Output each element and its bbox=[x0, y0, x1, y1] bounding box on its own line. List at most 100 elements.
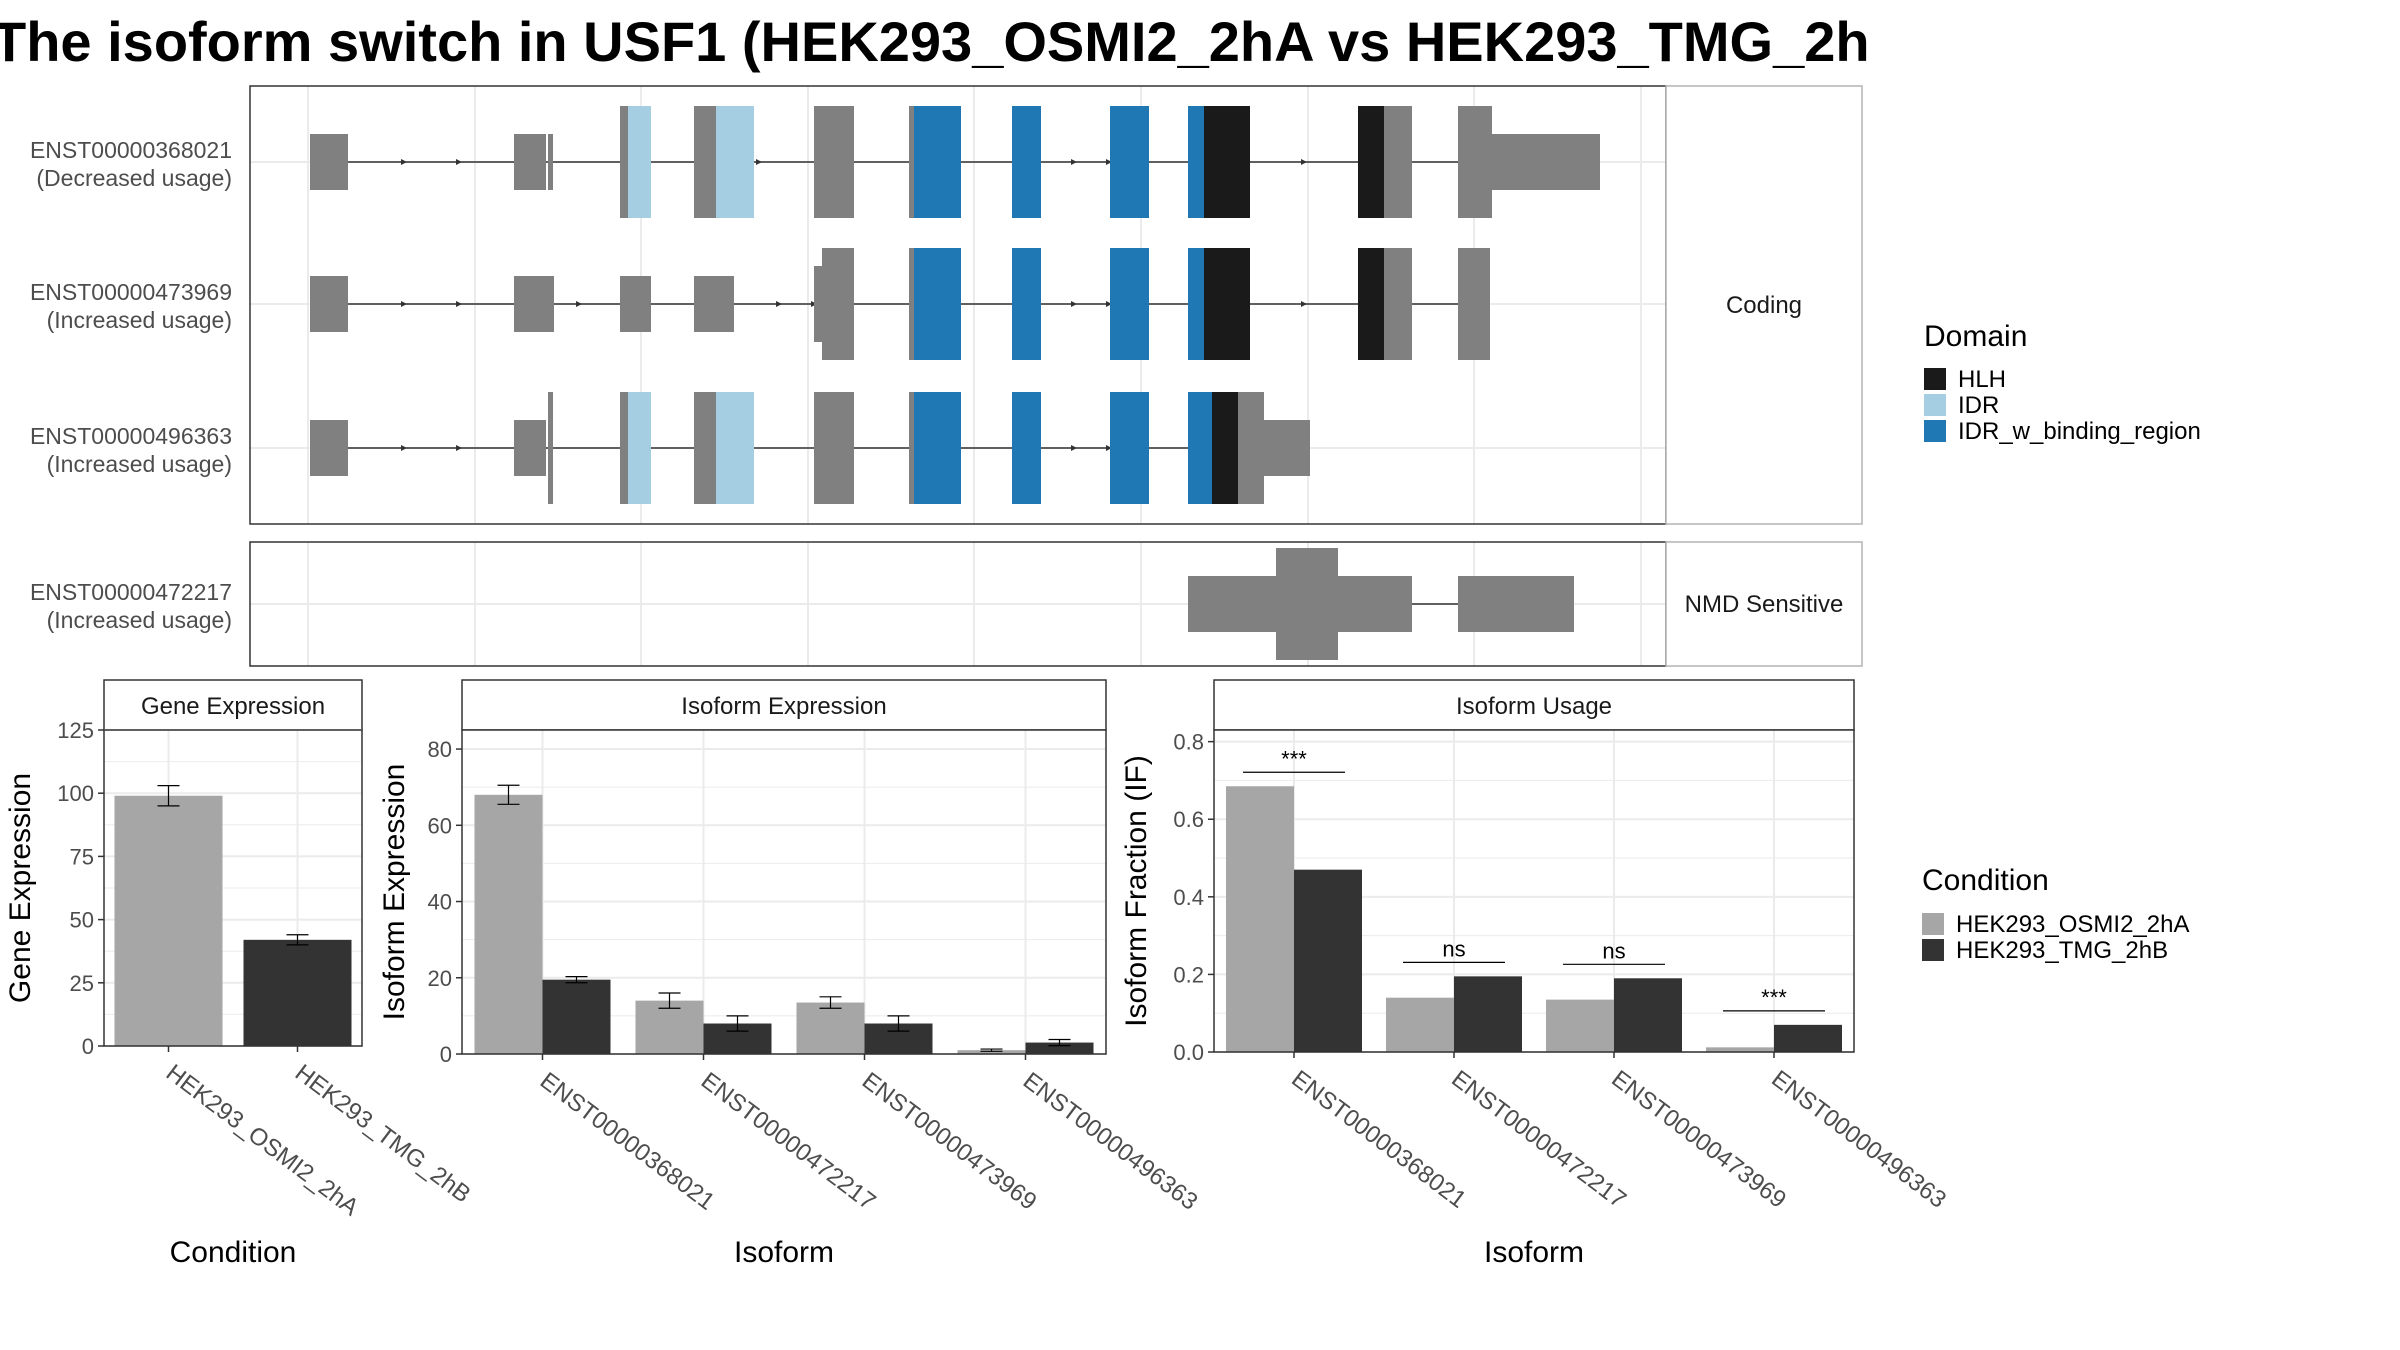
facet-label: NMD Sensitive bbox=[1685, 591, 1844, 618]
panel-title: Isoform Expression bbox=[681, 693, 886, 720]
domain-legend-swatch bbox=[1924, 420, 1946, 442]
x-tick-label: ENST00000472217 bbox=[1446, 1065, 1631, 1213]
bar bbox=[1546, 999, 1614, 1052]
domain-legend-swatch bbox=[1924, 394, 1946, 416]
exon-block bbox=[914, 248, 961, 360]
condition-legend-label: HEK293_TMG_2hB bbox=[1956, 937, 2168, 964]
exon-block bbox=[909, 392, 914, 504]
bar bbox=[542, 979, 611, 1054]
domain-legend-title: Domain bbox=[1924, 320, 2027, 353]
exon-block bbox=[620, 106, 628, 218]
facet-strip bbox=[1665, 85, 1863, 525]
facet-label: Coding bbox=[1726, 292, 1802, 319]
bar bbox=[1454, 976, 1522, 1052]
exon-block bbox=[1188, 248, 1204, 360]
exon-block bbox=[814, 392, 854, 504]
strand-arrow bbox=[756, 159, 762, 165]
exon-block bbox=[514, 134, 546, 190]
y-axis-title: Isoform Expression bbox=[378, 764, 411, 1021]
transcript-usage-label: (Increased usage) bbox=[47, 307, 232, 333]
x-axis-title: Isoform bbox=[734, 1236, 834, 1269]
bar bbox=[1386, 997, 1454, 1052]
exon-block bbox=[1188, 392, 1212, 504]
domain-legend-label: HLH bbox=[1958, 366, 2006, 393]
y-tick-label: 20 bbox=[428, 966, 452, 991]
exon-block bbox=[1384, 248, 1412, 360]
exon-block bbox=[1204, 248, 1250, 360]
exon-block bbox=[1012, 392, 1041, 504]
x-tick-label: ENST00000473969 bbox=[1606, 1065, 1791, 1213]
x-axis-title: Isoform bbox=[1484, 1236, 1584, 1269]
strand-arrow bbox=[1301, 301, 1307, 307]
transcript-id-label: ENST00000473969 bbox=[30, 279, 232, 305]
strand-arrow bbox=[1071, 445, 1077, 451]
exon-block bbox=[310, 420, 348, 476]
y-tick-label: 80 bbox=[428, 737, 452, 762]
strand-arrow bbox=[401, 301, 407, 307]
panel-strip bbox=[1213, 679, 1855, 731]
panel-border bbox=[1213, 729, 1855, 1053]
transcript-usage-label: (Decreased usage) bbox=[36, 165, 232, 191]
exon-block bbox=[1012, 106, 1041, 218]
exon-block bbox=[822, 248, 854, 360]
transcript-usage-label: (Increased usage) bbox=[47, 607, 232, 633]
exon-block bbox=[1458, 576, 1574, 632]
y-tick-label: 0 bbox=[440, 1042, 452, 1067]
exon-block bbox=[1188, 106, 1204, 218]
bar bbox=[1774, 1024, 1842, 1052]
exon-block bbox=[628, 392, 651, 504]
exon-block bbox=[716, 106, 754, 218]
exon-block bbox=[1492, 134, 1600, 190]
transcript-id-label: ENST00000472217 bbox=[30, 579, 232, 605]
condition-legend-title: Condition bbox=[1922, 864, 2049, 897]
y-tick-label: 100 bbox=[57, 781, 94, 806]
strand-arrow bbox=[456, 159, 462, 165]
bar bbox=[1294, 869, 1362, 1052]
bar bbox=[1706, 1047, 1774, 1052]
y-tick-label: 0.4 bbox=[1173, 885, 1204, 910]
exon-block bbox=[310, 134, 348, 190]
exon-block bbox=[914, 392, 961, 504]
exon-block bbox=[548, 134, 553, 190]
exon-block bbox=[514, 420, 546, 476]
exon-block bbox=[1264, 420, 1310, 476]
exon-block bbox=[1110, 106, 1149, 218]
exon-block bbox=[1110, 392, 1149, 504]
exon-block bbox=[814, 106, 854, 218]
isoform-usage-chart: Isoform Usage *** ns ns *** 0.0 0.2 0.4 0.6 0.8 EN… bbox=[1120, 679, 1951, 1269]
domain-legend-label: IDR_w_binding_region bbox=[1958, 418, 2201, 445]
isoform-expression-chart: Isoform Expression 0 20 40 60 80 ENST000003680… bbox=[378, 679, 1203, 1269]
y-tick-label: 0.0 bbox=[1173, 1040, 1204, 1065]
exon-block bbox=[909, 106, 914, 218]
exon-block bbox=[548, 392, 553, 504]
transcript-usage-label: (Increased usage) bbox=[47, 451, 232, 477]
exon-block bbox=[1212, 392, 1238, 504]
facet-strip bbox=[1665, 541, 1863, 667]
strand-arrow bbox=[456, 301, 462, 307]
strand-arrow bbox=[776, 301, 782, 307]
domain-legend-swatch bbox=[1924, 368, 1946, 390]
x-tick-label: ENST00000473969 bbox=[857, 1067, 1042, 1215]
strand-arrow bbox=[1071, 301, 1077, 307]
exon-block bbox=[1188, 576, 1276, 632]
bar bbox=[474, 794, 543, 1054]
bar bbox=[957, 1050, 1026, 1054]
significance-label: *** bbox=[1761, 985, 1787, 1010]
exon-block bbox=[694, 106, 716, 218]
strand-arrow bbox=[401, 445, 407, 451]
strand-arrow bbox=[1301, 159, 1307, 165]
y-axis-title: Isoform Fraction (IF) bbox=[1120, 755, 1153, 1027]
exon-block bbox=[1384, 106, 1412, 218]
bar bbox=[243, 939, 352, 1046]
exon-block bbox=[909, 248, 914, 360]
x-tick-label: ENST00000368021 bbox=[535, 1067, 720, 1215]
exon-block bbox=[1110, 248, 1149, 360]
bar bbox=[635, 1000, 704, 1054]
exon-block bbox=[1358, 248, 1384, 360]
exon-block bbox=[310, 276, 348, 332]
x-tick-label: ENST00000496363 bbox=[1766, 1065, 1951, 1213]
x-tick-label: ENST00000496363 bbox=[1018, 1067, 1203, 1215]
exon-block bbox=[1012, 248, 1041, 360]
